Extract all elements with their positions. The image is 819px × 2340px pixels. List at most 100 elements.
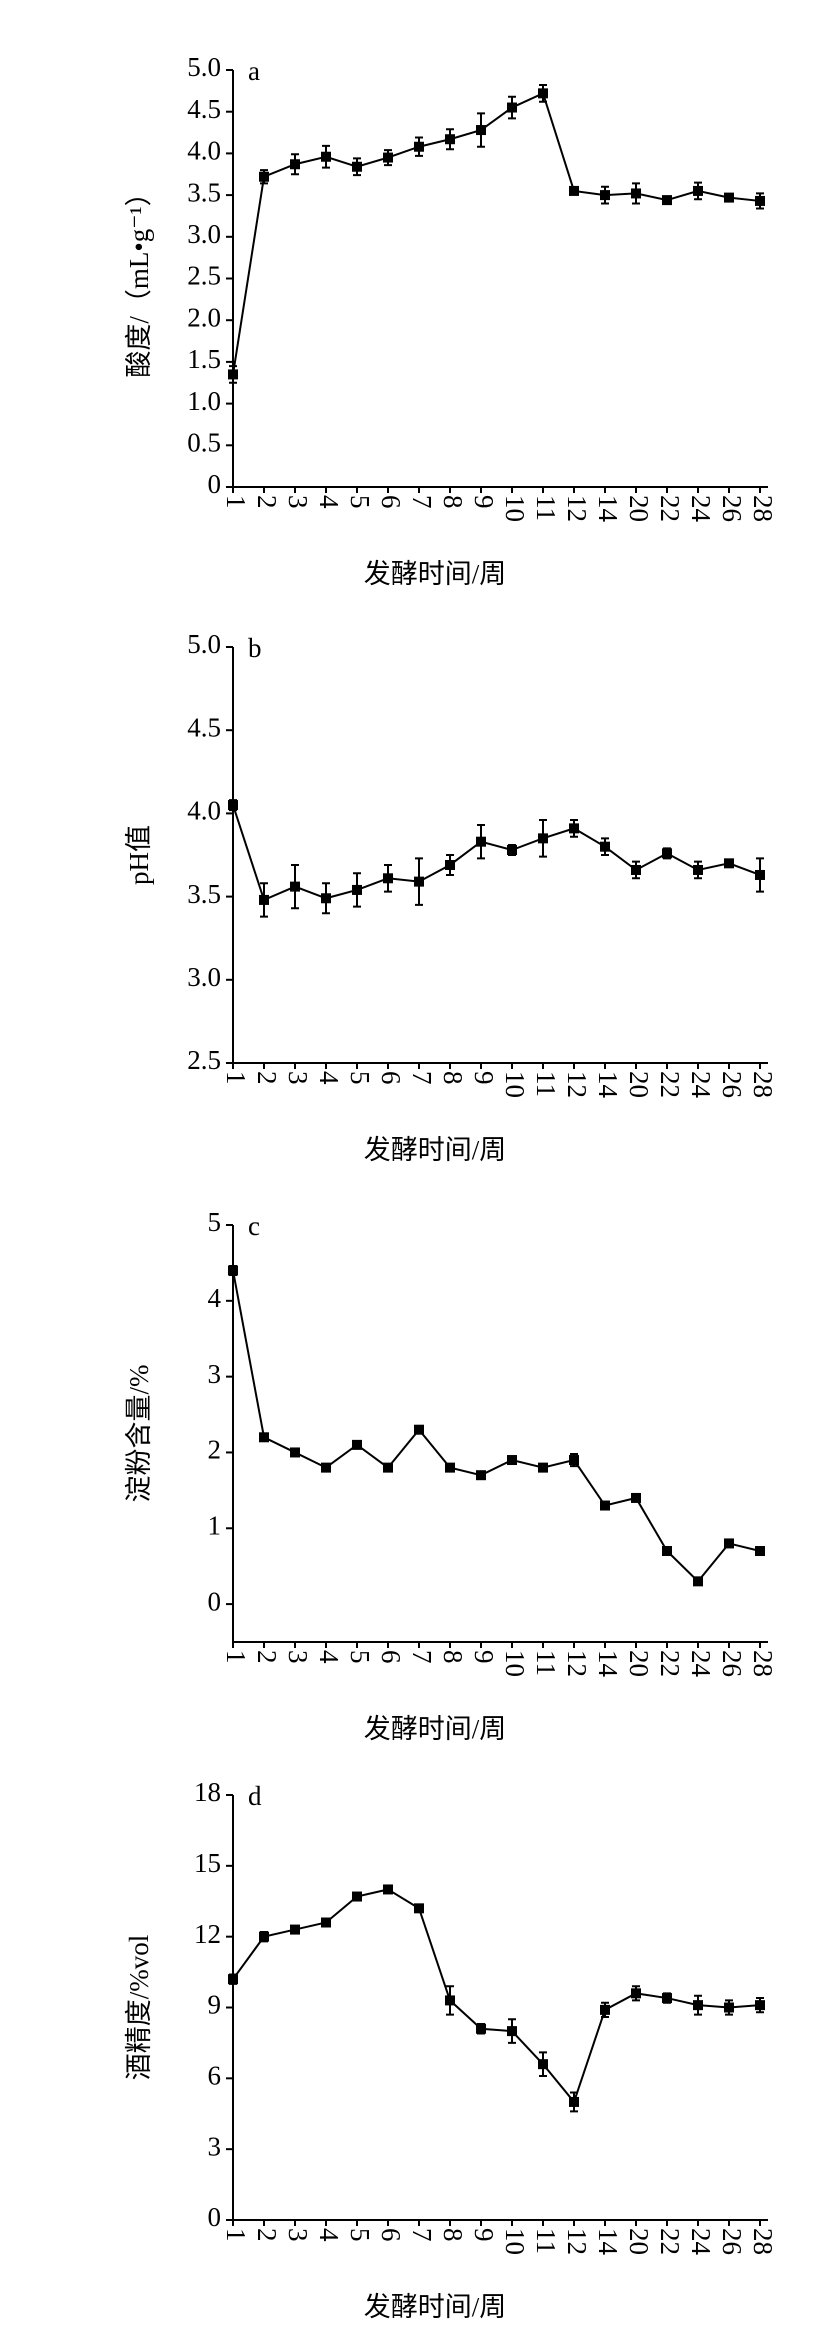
x-tick-label: 11 [531,495,561,521]
x-tick-label: 3 [283,1650,313,1664]
x-tick-label: 4 [314,1650,344,1664]
x-tick-label: 3 [283,2228,313,2242]
x-tick-label: 14 [593,1650,623,1678]
x-tick-label: 5 [345,1071,375,1085]
panel-label: b [248,633,262,663]
data-point [755,1546,765,1557]
x-tick-label: 7 [407,1650,437,1664]
y-tick-label: 4.5 [187,94,221,124]
data-point [538,2059,548,2070]
data-point [755,195,765,206]
x-tick-label: 20 [624,1071,654,1098]
x-tick-label: 24 [686,495,716,523]
y-tick-label: 0 [208,469,222,499]
y-tick-label: 2.0 [187,302,221,332]
y-tick-label: 4 [208,1283,222,1313]
y-tick-label: 3 [208,2131,222,2161]
y-tick-label: 3.0 [187,962,221,992]
data-point [290,881,300,892]
x-tick-label: 20 [624,2228,654,2255]
y-tick-label: 4.0 [187,136,221,166]
x-tick-label: 1 [221,2228,251,2242]
x-axis-label: 发酵时间/周 [364,1714,507,1744]
data-point [383,873,393,884]
x-tick-label: 1 [221,495,251,509]
data-point [600,190,610,201]
data-point [631,188,641,199]
data-point [600,2004,610,2015]
y-tick-label: 1.0 [187,386,221,416]
x-tick-label: 6 [376,1071,406,1085]
x-tick-label: 26 [717,2228,747,2255]
data-point [476,125,486,136]
y-tick-label: 18 [194,1777,221,1807]
data-point [600,1500,610,1511]
x-tick-label: 12 [562,2228,592,2255]
x-tick-label: 10 [500,495,530,522]
x-tick-label: 6 [376,1650,406,1664]
x-tick-label: 24 [686,1650,716,1678]
data-line [232,1888,761,2104]
x-tick-label: 14 [593,2228,623,2256]
data-point [755,869,765,880]
data-point [693,185,703,196]
data-point [321,1917,331,1928]
x-tick-label: 4 [314,1071,344,1085]
data-line [232,804,761,902]
panel-label: a [248,56,260,86]
data-point [724,858,734,869]
x-tick-label: 10 [500,1071,530,1098]
data-point [290,1924,300,1935]
x-tick-label: 7 [407,1071,437,1085]
x-tick-label: 9 [469,1071,499,1085]
x-tick-label: 4 [314,495,344,509]
y-tick-label: 4.5 [187,712,221,742]
data-point [321,151,331,162]
panel-label: c [248,1211,260,1241]
data-point [631,1492,641,1503]
data-point [569,1455,579,1466]
y-tick-label: 2.5 [187,1045,221,1075]
data-point [352,884,362,895]
x-tick-label: 11 [531,2228,561,2254]
data-point [662,1546,672,1557]
x-tick-label: 9 [469,1650,499,1664]
x-tick-label: 14 [593,1071,623,1099]
data-point [569,2096,579,2107]
data-point [445,1995,455,2006]
y-tick-label: 3.5 [187,879,221,909]
y-tick-label: 0 [208,2202,222,2232]
y-axis-label: 酒精度/%vol [124,1935,154,2081]
y-tick-label: 5.0 [187,629,221,659]
data-point [724,2002,734,2013]
x-tick-label: 12 [562,1650,592,1677]
panel-label: d [248,1781,262,1811]
x-tick-label: 5 [345,495,375,509]
data-point [631,1988,641,1999]
y-axis-label: 淀粉含量/% [124,1365,154,1503]
data-point [600,841,610,852]
x-tick-label: 28 [748,495,778,522]
y-tick-label: 3 [208,1359,222,1389]
x-tick-label: 28 [748,1650,778,1677]
x-tick-label: 26 [717,1650,747,1677]
x-tick-label: 8 [438,495,468,509]
data-point [321,1462,331,1473]
data-point [259,1931,269,1942]
data-point [507,2026,517,2037]
y-axis-label: pH值 [124,825,154,885]
y-tick-label: 3.0 [187,219,221,249]
data-point [228,800,238,811]
x-tick-label: 22 [655,495,685,522]
x-tick-label: 22 [655,1071,685,1098]
data-point [724,192,734,203]
data-point [321,893,331,904]
data-point [414,1903,424,1914]
data-point [693,1576,703,1587]
x-tick-label: 6 [376,495,406,509]
x-tick-label: 8 [438,1650,468,1664]
data-point [445,1462,455,1473]
data-point [476,2023,486,2034]
data-point [693,2000,703,2011]
